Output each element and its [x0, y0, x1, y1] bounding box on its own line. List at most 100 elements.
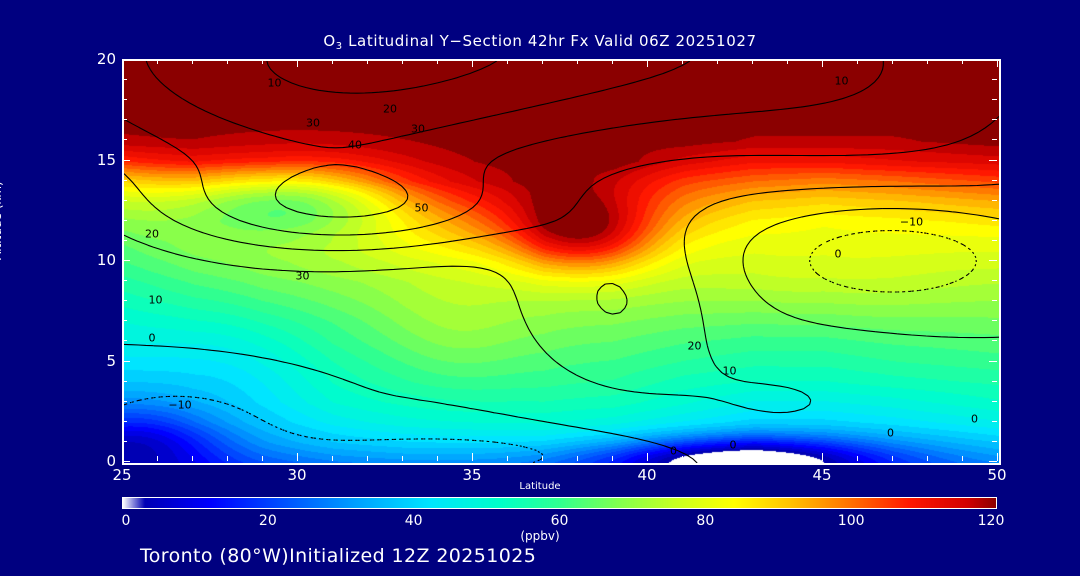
x-axis-tick [157, 456, 158, 461]
colorbar-gradient [123, 498, 996, 508]
x-axis-tick-top [822, 59, 823, 67]
colorbar-tick-label: 60 [550, 513, 569, 529]
x-axis-tick [962, 456, 963, 461]
x-axis-tick-top [332, 59, 333, 64]
contour-line--10 [124, 230, 977, 463]
y-axis-tick-right [992, 300, 997, 302]
x-axis-label: 40 [637, 466, 657, 484]
colorbar-tick-label: 120 [977, 513, 1005, 529]
y-axis-tick [122, 119, 127, 121]
y-axis-tick [122, 340, 127, 342]
figure-caption: Toronto (80°W)Initialized 12Z 20251025 [140, 545, 537, 567]
colorbar-units: (ppbv) [520, 529, 560, 543]
contour-label: 40 [348, 138, 362, 152]
y-axis-tick-right [992, 440, 997, 442]
y-axis-label: 10 [96, 251, 116, 269]
contour-label: 0 [887, 426, 894, 440]
colorbar-tick-label: 40 [404, 513, 423, 529]
y-axis-tick [122, 239, 127, 241]
y-axis-label: 20 [96, 50, 116, 68]
x-axis-tick-top [297, 59, 298, 67]
plot-canvas-wrap: 10 20 30 30 40 10 20 30 10 0 −10 20 10 0 0 −10 0 0 50 0 [124, 61, 999, 463]
contour-label: 0 [670, 444, 677, 458]
y-axis-tick-right [992, 119, 997, 121]
title-species-subscript: 3 [335, 41, 343, 52]
x-axis-tick [822, 453, 823, 461]
y-axis-tick [122, 420, 127, 422]
colorbar [122, 497, 997, 509]
x-axis-tick [367, 456, 368, 461]
x-axis-tick [682, 456, 683, 461]
y-axis-tick [122, 99, 127, 101]
contour-line-0 [124, 208, 999, 463]
x-axis-tick-top [752, 59, 753, 64]
y-axis-tick [122, 360, 130, 362]
y-axis-tick [122, 79, 127, 81]
x-axis-tick-top [857, 59, 858, 64]
contour-label: 10 [834, 74, 849, 88]
y-axis-tick-right [992, 320, 997, 322]
x-axis-tick [892, 456, 893, 461]
x-axis-tick [612, 456, 613, 461]
contour-label: 0 [834, 247, 842, 261]
x-axis-tick-top [682, 59, 683, 64]
y-axis-tick [122, 320, 127, 322]
contour-label: −10 [168, 398, 192, 412]
x-axis-tick-top [402, 59, 403, 64]
y-axis-tick [122, 380, 127, 382]
contour-label: 10 [722, 364, 737, 377]
title-species: O [323, 32, 336, 50]
y-axis-tick [122, 159, 130, 161]
x-axis-tick [542, 456, 543, 461]
colorbar-tick-label: 20 [258, 513, 277, 529]
y-axis-tick-right [992, 179, 997, 181]
y-axis-tick [122, 440, 127, 442]
x-axis-tick [192, 456, 193, 461]
x-axis-tick-top [157, 59, 158, 64]
x-axis-tick [752, 456, 753, 461]
x-axis-tick-top [542, 59, 543, 64]
x-axis-label: 35 [462, 466, 482, 484]
x-axis-label: 25 [112, 466, 132, 484]
x-axis-tick [507, 456, 508, 461]
x-axis-tick-top [717, 59, 718, 64]
y-axis-tick-right [992, 420, 997, 422]
x-axis-tick-top [962, 59, 963, 64]
x-axis-tick-top [997, 59, 998, 67]
x-axis-tick-top [122, 59, 123, 67]
x-axis-tick-top [262, 59, 263, 64]
y-axis-label: 15 [96, 150, 116, 169]
x-axis-tick [402, 456, 403, 461]
x-axis-tick [227, 456, 228, 461]
colorbar-tick-label: 0 [121, 513, 131, 529]
y-axis-tick-right [992, 239, 997, 241]
contour-line-30 [124, 61, 884, 236]
x-axis-tick [787, 456, 788, 461]
y-axis-tick [122, 300, 127, 302]
x-axis-tick [997, 453, 998, 461]
y-axis-label: 0 [106, 452, 116, 470]
x-axis-tick-top [892, 59, 893, 64]
plot-area: 10 20 30 30 40 10 20 30 10 0 −10 20 10 0 0 −10 0 0 50 0 [122, 59, 1001, 465]
x-axis-tick-top [192, 59, 193, 64]
y-axis-tick-right [992, 340, 997, 342]
y-axis-tick [122, 59, 130, 60]
contour-label: 0 [148, 331, 156, 345]
contour-label: 30 [295, 269, 310, 283]
contour-line-50 [266, 61, 498, 94]
x-axis-tick-top [927, 59, 928, 64]
y-axis-tick-right [992, 219, 997, 221]
x-axis-tick-top [227, 59, 228, 64]
x-axis-tick [647, 453, 648, 461]
y-axis-tick-right [992, 139, 997, 141]
x-axis-tick-top [437, 59, 438, 64]
y-axis-tick [122, 179, 127, 181]
y-axis-tick-right [989, 260, 997, 261]
x-axis-label: 30 [287, 466, 307, 484]
x-axis-tick [437, 456, 438, 461]
x-axis-tick-top [612, 59, 613, 64]
x-axis-tick [262, 456, 263, 461]
y-axis-tick-right [989, 461, 997, 462]
x-axis-tick-top [577, 59, 578, 64]
